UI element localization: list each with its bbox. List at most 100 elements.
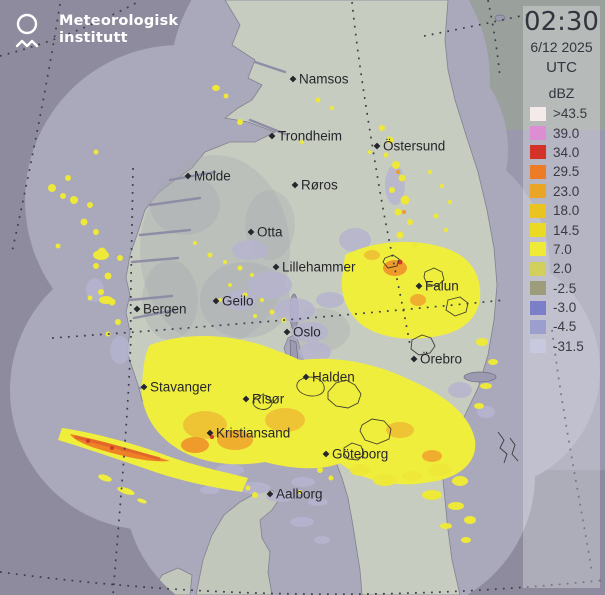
city-label: Oslo (293, 325, 321, 340)
city-marker-icon (272, 263, 280, 271)
city-label: Örebro (420, 352, 462, 367)
city-label: Falun (425, 279, 459, 294)
legend-row: 29.5 (523, 162, 600, 181)
legend-value: 14.5 (553, 222, 580, 238)
legend-row: 7.0 (523, 240, 600, 259)
legend-row: -4.5 (523, 317, 600, 336)
clock-date: 6/12 2025 (530, 39, 593, 55)
legend-row: -31.5 (523, 337, 600, 356)
legend-row: 14.5 (523, 220, 600, 239)
city-risor: Risør (242, 392, 285, 407)
city-marker-icon (242, 395, 250, 403)
legend-swatch (530, 145, 546, 160)
legend-swatch (530, 339, 546, 354)
city-marker-icon (268, 132, 276, 140)
legend-swatch (530, 223, 546, 238)
legend-row: >43.5 (523, 104, 600, 123)
city-label: Otta (257, 225, 283, 240)
city-stavanger: Stavanger (140, 380, 212, 395)
city-molde: Molde (184, 169, 231, 184)
city-label: Bergen (143, 302, 187, 317)
city-marker-icon (302, 373, 310, 381)
legend-row: 2.0 (523, 259, 600, 278)
city-label: Trondheim (278, 129, 342, 144)
city-label: Kristiansand (216, 426, 290, 441)
legend-swatch (530, 319, 546, 334)
rain-contours (252, 254, 519, 464)
met-logo-icon (15, 13, 39, 48)
city-marker-icon (289, 75, 297, 83)
legend-value: -31.5 (553, 338, 584, 354)
city-aalborg: Aalborg (266, 487, 323, 502)
legend-value: -3.0 (553, 300, 577, 316)
city-bergen: Bergen (133, 302, 187, 317)
city-label: Göteborg (332, 447, 388, 462)
legend-row: 39.0 (523, 123, 600, 142)
city-oslo: Oslo (283, 325, 321, 340)
clock-timezone: UTC (546, 59, 577, 76)
legend-swatch (530, 242, 546, 257)
city-marker-icon (283, 328, 291, 336)
legend-row: 34.0 (523, 143, 600, 162)
city-label: Östersund (383, 139, 445, 154)
rain-band-sw (58, 428, 248, 504)
city-marker-icon (206, 429, 214, 437)
lake-malaren (463, 371, 497, 383)
city-halden: Halden (302, 370, 355, 385)
city-trondheim: Trondheim (268, 129, 342, 144)
rain-speckles-center-north (193, 85, 452, 323)
rain-heavy-cores (181, 250, 442, 462)
city-geilo: Geilo (212, 294, 254, 309)
legend-swatch (530, 261, 546, 276)
brand-line1: Meteorologisk (59, 13, 179, 29)
city-label: Namsos (299, 72, 349, 87)
city-label: Aalborg (276, 487, 323, 502)
city-label: Lillehammer (282, 260, 356, 275)
rain-field-falun (341, 241, 481, 339)
legend-row: -3.0 (523, 298, 600, 317)
legend-row: 23.0 (523, 182, 600, 201)
met-institute-logo: Meteorologisk institutt (12, 8, 178, 54)
legend-swatch (530, 203, 546, 218)
city-marker-icon (415, 282, 423, 290)
legend-value: 29.5 (553, 164, 580, 180)
info-panel: 02:30 6/12 2025 UTC dBZ >43.5 39.0 34.0 29.… (523, 6, 600, 588)
legend-value: 39.0 (553, 125, 580, 141)
city-marker-icon (373, 142, 381, 150)
city-falun: Falun (415, 279, 459, 294)
city-marker-icon (133, 305, 141, 313)
legend-unit: dBZ (548, 85, 575, 101)
legend-swatch (530, 300, 546, 315)
city-roros: Røros (291, 178, 338, 193)
city-kristiansand: Kristiansand (206, 426, 290, 441)
rain-speckles-se (245, 338, 498, 543)
legend-swatch (530, 184, 546, 199)
city-label: Risør (252, 392, 285, 407)
city-label: Stavanger (150, 380, 212, 395)
clock-time: 02:30 (524, 7, 599, 37)
city-goteborg: Göteborg (322, 447, 388, 462)
city-marker-icon (266, 490, 274, 498)
dbz-legend: >43.5 39.0 34.0 29.5 23.0 18.0 14.5 7.0 2.0 -2.5 -… (523, 104, 600, 356)
city-marker-icon (212, 297, 220, 305)
legend-row: -2.5 (523, 279, 600, 298)
legend-value: -2.5 (553, 280, 577, 296)
legend-value: >43.5 (553, 106, 588, 122)
city-marker-icon (291, 181, 299, 189)
legend-value: 34.0 (553, 144, 580, 160)
city-label: Geilo (222, 294, 254, 309)
city-orebro: Örebro (410, 352, 462, 367)
city-marker-icon (184, 172, 192, 180)
legend-swatch (530, 164, 546, 179)
city-marker-icon (322, 450, 330, 458)
legend-swatch (530, 106, 546, 121)
rain-speckles-west (48, 149, 123, 337)
city-otta: Otta (247, 225, 283, 240)
city-label: Molde (194, 169, 231, 184)
legend-value: 23.0 (553, 183, 580, 199)
city-label: Halden (312, 370, 355, 385)
legend-value: 7.0 (553, 241, 572, 257)
